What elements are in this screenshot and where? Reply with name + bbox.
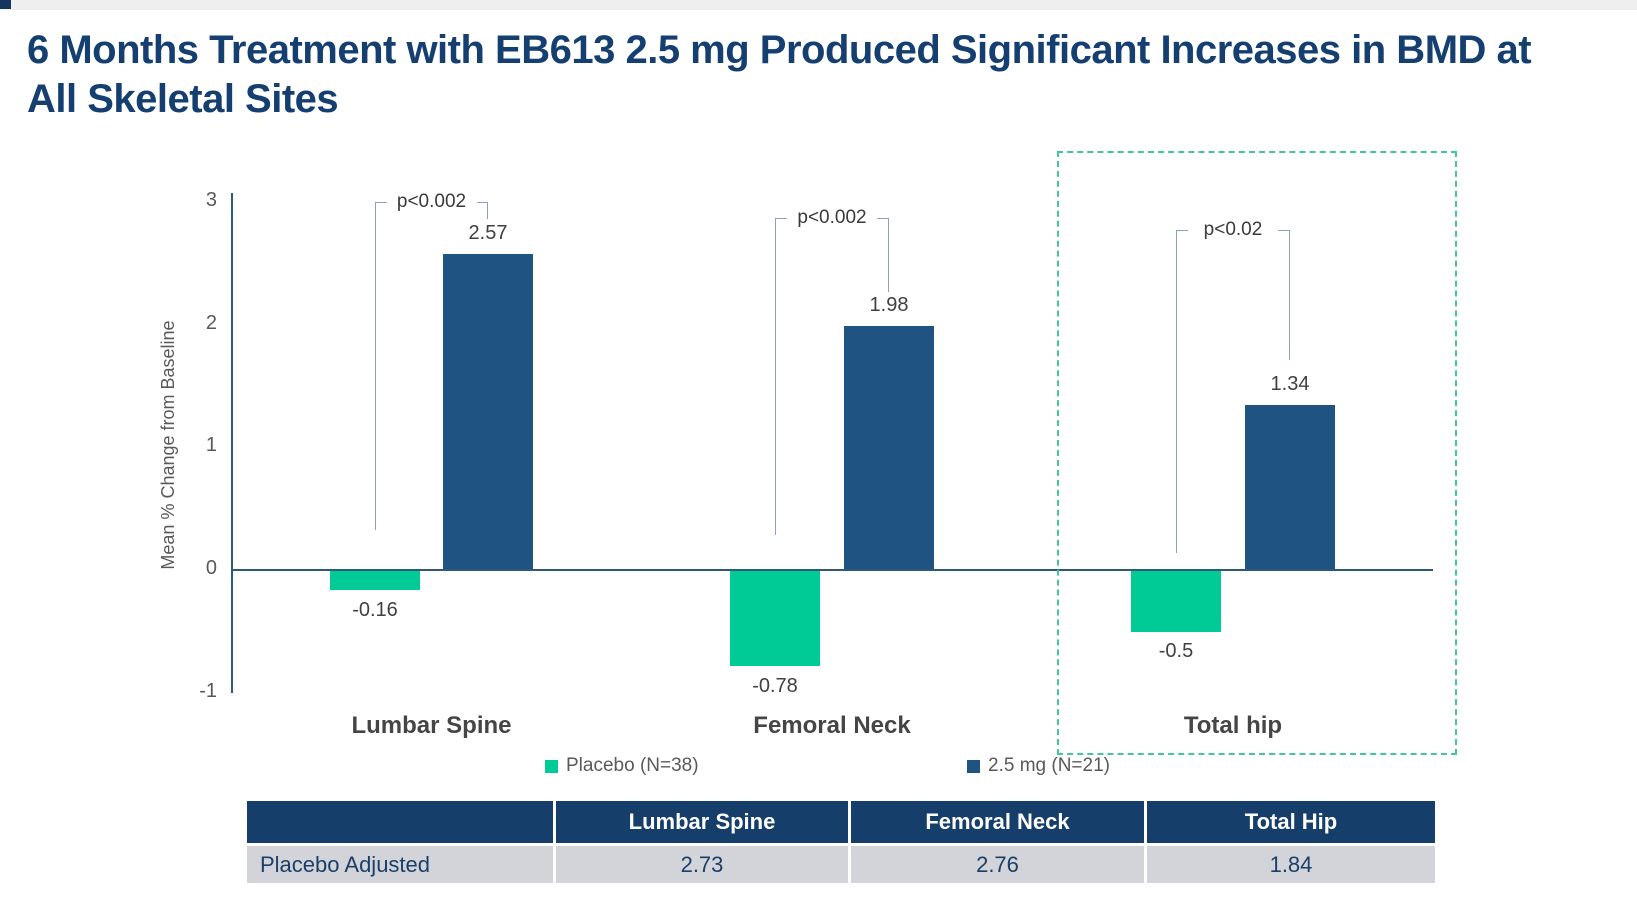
category-label: Lumbar Spine bbox=[351, 712, 512, 739]
zero-baseline bbox=[231, 569, 1433, 571]
placebo-bar bbox=[1131, 570, 1221, 632]
highlight-box-total-hip bbox=[1057, 151, 1457, 755]
p-value-label: p<0.002 bbox=[787, 206, 877, 230]
bracket-right-vertical bbox=[1289, 230, 1291, 360]
table-header-femoral-neck: Femoral Neck bbox=[851, 801, 1144, 843]
table-header-total-hip: Total Hip bbox=[1147, 801, 1435, 843]
y-tick-label: 1 bbox=[205, 434, 217, 457]
category-label: Total hip bbox=[1183, 712, 1283, 739]
table-cell-lumbar-spine: 2.73 bbox=[556, 846, 848, 883]
bracket-left-vertical bbox=[1176, 230, 1178, 553]
treatment-bar bbox=[844, 326, 934, 569]
placebo-value-label: -0.5 bbox=[1158, 640, 1194, 663]
table-row-label: Placebo Adjusted bbox=[247, 846, 553, 883]
corner-accent-square bbox=[0, 0, 11, 9]
bracket-right-vertical bbox=[487, 202, 489, 219]
placebo-adjusted-table: Lumbar Spine Femoral Neck Total Hip Plac… bbox=[247, 801, 1435, 883]
legend-item-treatment: 2.5 mg (N=21) bbox=[967, 755, 1110, 777]
treatment-value-label: 1.34 bbox=[1270, 372, 1310, 395]
placebo-value-label: -0.16 bbox=[352, 598, 398, 621]
treatment-bar bbox=[443, 253, 533, 569]
table-cell-total-hip: 1.84 bbox=[1147, 846, 1435, 883]
y-axis-line bbox=[231, 193, 233, 693]
y-tick-label: 0 bbox=[205, 557, 217, 579]
p-value-label: p<0.002 bbox=[386, 190, 477, 214]
top-strip bbox=[0, 0, 1637, 10]
legend-label-treatment: 2.5 mg (N=21) bbox=[988, 755, 1110, 776]
y-tick-label: 2 bbox=[205, 311, 217, 334]
table-header-empty bbox=[247, 801, 553, 843]
bracket-left-vertical bbox=[775, 218, 777, 535]
y-tick-label: -1 bbox=[199, 679, 217, 702]
bracket-left-vertical bbox=[375, 202, 377, 530]
treatment-value-label: 1.98 bbox=[869, 294, 909, 317]
table-header-lumbar-spine: Lumbar Spine bbox=[556, 801, 848, 843]
legend-swatch-placebo-icon bbox=[545, 759, 558, 773]
bracket-right-vertical bbox=[888, 218, 890, 292]
placebo-value-label: -0.78 bbox=[752, 674, 798, 697]
table-cell-femoral-neck: 2.76 bbox=[851, 846, 1144, 883]
treatment-bar bbox=[1245, 404, 1335, 569]
treatment-value-label: 2.57 bbox=[468, 221, 508, 244]
legend-swatch-treatment-icon bbox=[967, 759, 980, 773]
y-tick-label: 3 bbox=[205, 188, 217, 211]
placebo-bar bbox=[330, 570, 420, 591]
placebo-bar bbox=[730, 570, 820, 667]
slide-title: 6 Months Treatment with EB613 2.5 mg Pro… bbox=[27, 28, 1532, 121]
category-label: Femoral Neck bbox=[753, 712, 911, 739]
p-value-label: p<0.02 bbox=[1188, 218, 1278, 242]
legend-label-placebo: Placebo (N=38) bbox=[566, 755, 699, 776]
legend-item-placebo: Placebo (N=38) bbox=[545, 755, 699, 777]
